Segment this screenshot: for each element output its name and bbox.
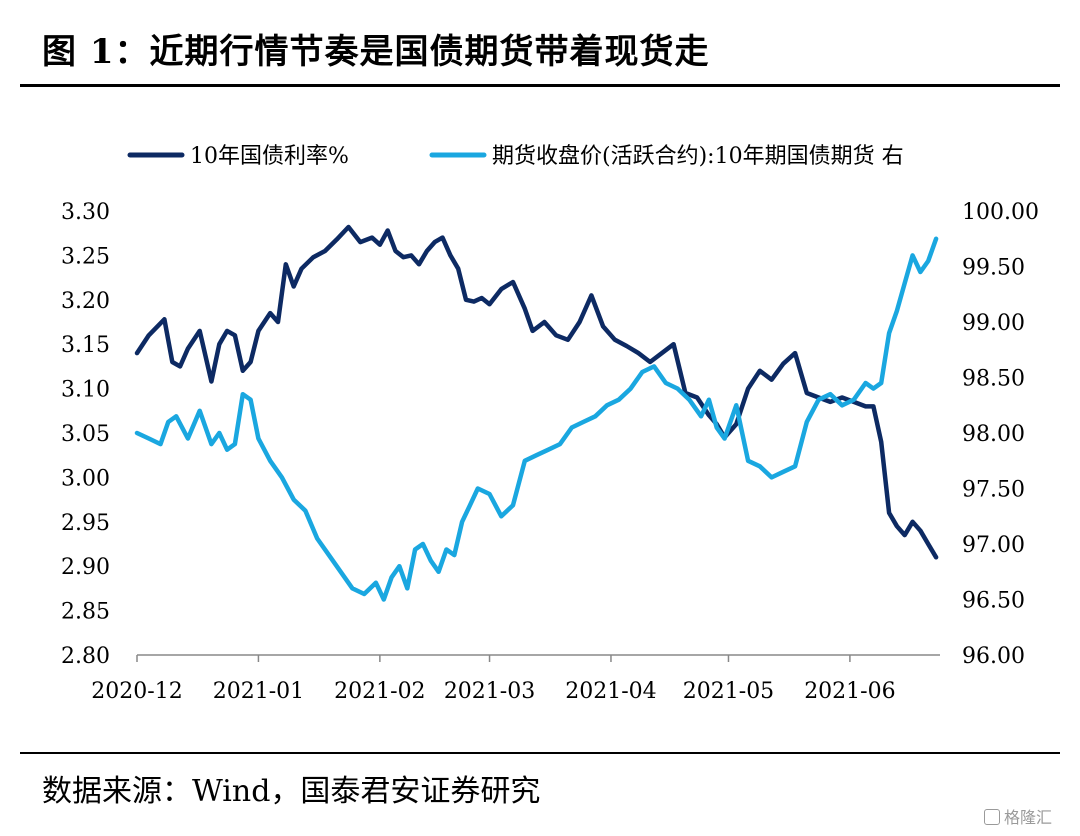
y-left-tick-label: 2.95 [61, 511, 110, 536]
y-left-tick-label: 3.15 [61, 333, 110, 358]
y-left-tick-label: 3.30 [61, 200, 110, 225]
y-right-tick-label: 96.00 [962, 644, 1025, 669]
y-left-tick-label: 3.20 [61, 289, 110, 314]
source-note: 数据来源：Wind，国泰君安证券研究 [42, 774, 541, 809]
y-right-tick-label: 97.00 [962, 533, 1025, 558]
y-right-tick-label: 97.50 [962, 478, 1025, 503]
dual-axis-line-chart: 2020-12 2021-01 2021-02 2021-03 2021-04 2021-… [61, 144, 1039, 704]
y-left-tick-label: 2.85 [61, 600, 110, 625]
y-left-tick-label: 3.10 [61, 378, 110, 403]
y-right-tick-label: 99.50 [962, 256, 1025, 281]
legend-label: 10年国债利率% [190, 144, 349, 169]
legend-label: 期货收盘价(活跃合约):10年期国债期货 右 [492, 144, 904, 169]
y-left-tick-label: 2.80 [61, 644, 110, 669]
y-right-tick-label: 100.00 [962, 200, 1039, 225]
y-right-tick-label: 98.00 [962, 422, 1025, 447]
x-tick-label: 2021-06 [804, 679, 895, 704]
watermark-text: 格隆汇 [1004, 808, 1053, 827]
title-divider [20, 84, 1060, 87]
x-tick-label: 2021-01 [213, 679, 304, 704]
x-tick-label: 2021-05 [683, 679, 774, 704]
series-line-10y-yield [134, 224, 939, 560]
x-tick-label: 2021-04 [565, 679, 656, 704]
y-right-tick-label: 98.50 [962, 367, 1025, 392]
x-tick-label: 2020-12 [91, 679, 182, 704]
series-line-10y-futures [134, 236, 939, 602]
y-left-tick-label: 3.05 [61, 422, 110, 447]
x-tick-label: 2021-02 [334, 679, 425, 704]
watermark-logo-icon [984, 809, 1000, 825]
page-title: 图 1：近期行情节奏是国债期货带着现货走 [42, 32, 710, 72]
y-right-tick-label: 96.50 [962, 589, 1025, 614]
watermark: 格隆汇 [984, 804, 1052, 828]
x-tick-label: 2021-03 [444, 679, 535, 704]
footer-divider [20, 752, 1060, 754]
y-left-tick-label: 2.90 [61, 555, 110, 580]
y-left-tick-label: 3.25 [61, 244, 110, 269]
y-left-tick-label: 3.00 [61, 466, 110, 491]
y-right-tick-label: 99.00 [962, 311, 1025, 336]
